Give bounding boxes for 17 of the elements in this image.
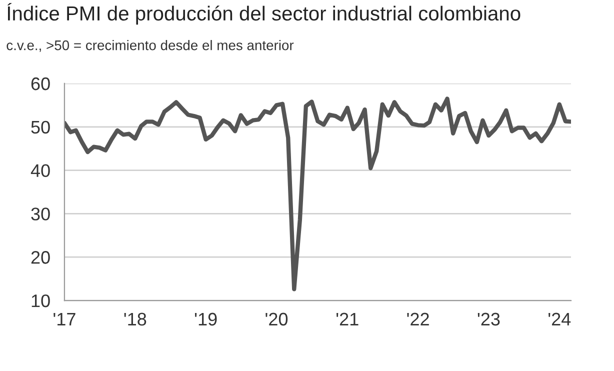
chart-subtitle: c.v.e., >50 = crecimiento desde el mes anterior: [6, 40, 294, 52]
y-tick-label: 10: [32, 294, 50, 308]
line-series: [64, 96, 572, 292]
x-tick-label: '23: [478, 312, 500, 326]
x-tick-label: '17: [54, 312, 76, 326]
x-tick-label: '22: [407, 312, 429, 326]
x-tick-label: '21: [336, 312, 358, 326]
x-tick-label: '18: [124, 312, 146, 326]
chart-title: Índice PMI de producción del sector industrial colombiano: [8, 2, 520, 25]
x-tick-label: '20: [266, 312, 288, 326]
y-tick-label: 40: [30, 164, 50, 178]
y-tick-label: 60: [31, 77, 50, 90]
y-tick-label: 30: [31, 208, 50, 220]
x-tick-label: '19: [194, 312, 217, 326]
y-tick-label: 20: [31, 251, 50, 264]
y-tick-label: 50: [31, 120, 50, 134]
x-tick-label: '24: [548, 312, 571, 326]
